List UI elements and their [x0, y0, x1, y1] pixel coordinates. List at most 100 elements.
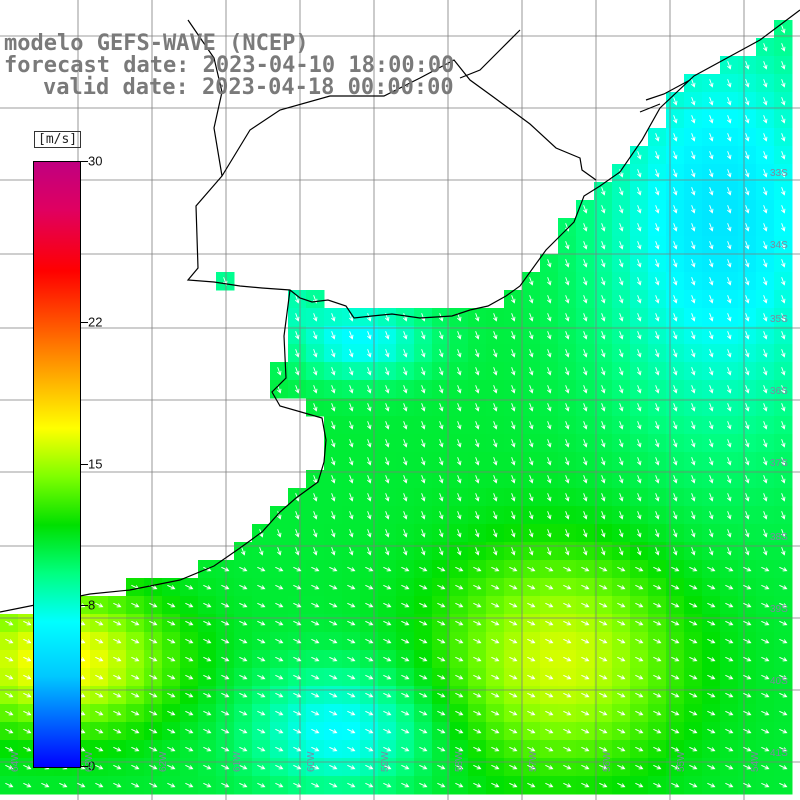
wind-arrow: [673, 151, 678, 160]
wind-arrow: [275, 746, 284, 752]
wind-arrow: [763, 133, 768, 142]
wind-arrow: [527, 602, 536, 608]
wind-arrow: [743, 710, 752, 716]
wind-arrow: [637, 475, 642, 484]
wind-arrow: [203, 782, 212, 788]
wind-arrow: [95, 782, 104, 788]
wind-arrow: [673, 169, 678, 178]
wind-arrow: [95, 674, 104, 680]
wind-arrow: [149, 620, 158, 626]
wind-arrow: [529, 313, 534, 322]
wind-arrow: [473, 692, 482, 698]
wind-arrow: [763, 115, 768, 124]
wind-arrow: [763, 151, 768, 160]
wind-arrow: [565, 511, 570, 520]
wind-arrow: [619, 331, 624, 340]
wind-arrow: [725, 728, 734, 734]
wind-arrow: [277, 547, 282, 556]
colorbar-tick: [80, 161, 88, 162]
wind-arrow: [457, 511, 462, 520]
wind-arrow: [437, 764, 446, 770]
wind-arrow: [565, 547, 570, 556]
wind-arrow: [113, 638, 122, 644]
wind-arrow: [421, 367, 426, 376]
wind-arrow: [439, 475, 444, 484]
wind-arrow: [293, 746, 302, 752]
wind-arrow: [745, 187, 750, 196]
wind-arrow: [331, 475, 336, 484]
wind-arrow: [545, 584, 554, 590]
wind-arrow: [779, 656, 788, 662]
wind-arrow: [493, 529, 498, 538]
wind-arrow: [401, 674, 410, 680]
wind-arrow: [601, 349, 606, 358]
wind-arrow: [781, 151, 786, 160]
wind-arrow: [653, 638, 662, 644]
wind-arrow: [311, 764, 320, 770]
wind-arrow: [491, 746, 500, 752]
wind-arrow: [671, 710, 680, 716]
wind-arrow: [581, 566, 590, 572]
wind-arrow: [167, 602, 176, 608]
wind-arrow: [149, 656, 158, 662]
wind-arrow: [277, 367, 282, 376]
wind-arrow: [727, 295, 732, 304]
wind-arrow: [617, 656, 626, 662]
wind-arrow: [313, 547, 318, 556]
wind-arrow: [295, 331, 300, 340]
wind-arrow: [671, 638, 680, 644]
wind-arrow: [5, 638, 14, 644]
wind-arrow: [5, 764, 14, 770]
wind-arrow: [529, 529, 534, 538]
wind-arrow: [421, 547, 426, 556]
wind-arrow: [619, 259, 624, 268]
wind-arrow: [691, 511, 696, 520]
wind-arrow: [311, 566, 320, 572]
wind-arrow: [563, 620, 572, 626]
wind-arrow: [691, 187, 696, 196]
wind-arrow: [727, 403, 732, 412]
wind-arrow: [439, 439, 444, 448]
wind-arrow: [455, 692, 464, 698]
wind-arrow: [475, 475, 480, 484]
wind-arrow: [401, 710, 410, 716]
wind-arrow: [529, 493, 534, 502]
wind-arrow: [149, 782, 158, 788]
wind-arrow: [565, 331, 570, 340]
wind-arrow: [671, 746, 680, 752]
wind-arrow: [185, 638, 194, 644]
wind-arrow: [565, 241, 570, 250]
wind-arrow: [401, 764, 410, 770]
wind-arrow: [439, 349, 444, 358]
wind-arrow: [655, 169, 660, 178]
wind-arrow: [203, 764, 212, 770]
wind-arrow: [725, 656, 734, 662]
wind-arrow: [473, 674, 482, 680]
wind-arrow: [383, 584, 392, 590]
wind-arrow: [131, 674, 140, 680]
wind-arrow: [527, 620, 536, 626]
wind-arrow: [745, 169, 750, 178]
wind-arrow: [763, 367, 768, 376]
wind-arrow: [329, 674, 338, 680]
wind-arrow: [707, 566, 716, 572]
wind-arrow: [403, 421, 408, 430]
wind-arrow: [167, 656, 176, 662]
longitude-label: 63W: [84, 751, 95, 772]
wind-arrow: [601, 313, 606, 322]
wind-arrow: [583, 205, 588, 214]
wind-arrow: [781, 349, 786, 358]
wind-arrow: [475, 529, 480, 538]
wind-arrow: [383, 764, 392, 770]
wind-arrow: [349, 547, 354, 556]
wind-arrow: [745, 439, 750, 448]
wind-arrow: [331, 403, 336, 412]
wind-arrow: [275, 584, 284, 590]
wind-arrow: [331, 547, 336, 556]
wind-arrow: [637, 331, 642, 340]
wind-arrow: [619, 493, 624, 502]
wind-arrow: [473, 728, 482, 734]
wind-arrow: [745, 349, 750, 358]
wind-arrow: [619, 187, 624, 196]
wind-arrow: [779, 566, 788, 572]
